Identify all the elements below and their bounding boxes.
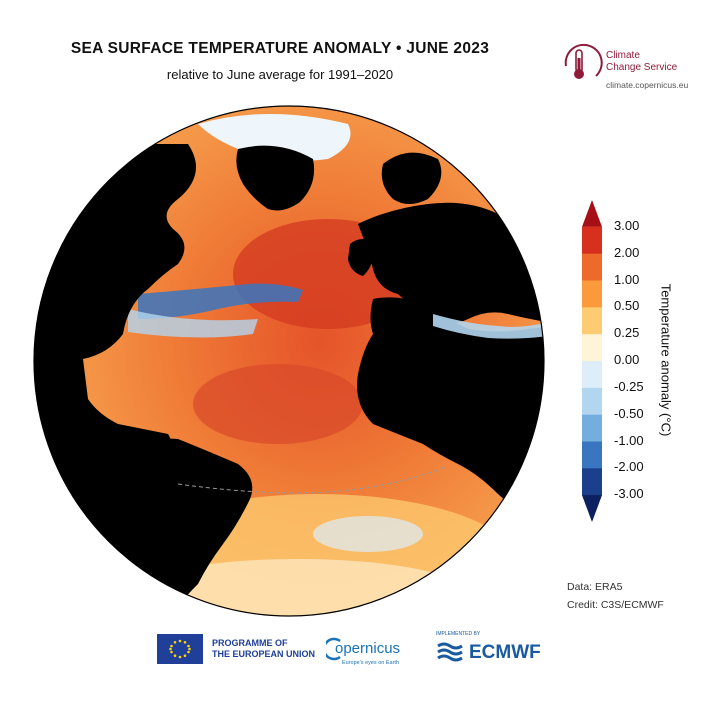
eu-programme-text: PROGRAMME OF THE EUROPEAN UNION — [212, 638, 315, 660]
credit-line: Credit: C3S/ECMWF — [567, 599, 664, 611]
legend-tick-label: 3.00 — [614, 217, 640, 233]
legend-tick-label: 2.00 — [614, 244, 640, 260]
c3s-name: Climate Change Service — [606, 50, 677, 74]
tropical-atlantic-warm-anomaly — [193, 364, 363, 444]
legend-swatch — [582, 200, 602, 227]
footer-logos: PROGRAMME OF THE EUROPEAN UNION opernicu… — [0, 628, 705, 678]
copernicus-c-icon — [326, 637, 341, 661]
mediterranean-sea — [433, 314, 544, 339]
legend-tick-label: -0.50 — [614, 405, 644, 421]
globe-outline — [33, 105, 545, 617]
legend-swatch — [582, 226, 602, 255]
legend-swatch — [582, 441, 602, 469]
legend-swatch — [582, 387, 602, 416]
eu-flag-icon[interactable] — [157, 634, 203, 664]
legend-tick-label: 0.25 — [614, 325, 640, 341]
c3s-line1: Climate — [606, 50, 640, 61]
map-subtitle: relative to June average for 1991–2020 — [166, 67, 394, 82]
sea-ice-edge-line — [177, 465, 449, 494]
ecmwf-logo[interactable]: ECMWF — [469, 642, 541, 663]
c3s-logo[interactable]: Climate Change Service climate.copernicu… — [556, 36, 696, 96]
legend-swatch — [582, 334, 602, 362]
legend-swatch — [582, 495, 602, 522]
map-title: SEA SURFACE TEMPERATURE ANOMALY • JUNE 2… — [70, 40, 490, 57]
eu-line1: PROGRAMME OF — [212, 638, 288, 648]
scandinavia-land — [381, 152, 442, 204]
eu-line2: THE EUROPEAN UNION — [212, 649, 316, 659]
c3s-thermometer-icon — [564, 43, 603, 79]
legend-colorbar — [582, 200, 602, 522]
legend-tick-label: -1.00 — [614, 432, 644, 448]
legend-swatch — [582, 253, 602, 281]
legend-swatch — [582, 468, 602, 496]
legend-swatch — [582, 307, 602, 335]
legend-tick-label: 0.00 — [614, 352, 640, 367]
arctic-sea-ice — [198, 114, 351, 161]
legend-tick-label: -3.00 — [614, 486, 644, 502]
legend-tick-label: -2.00 — [614, 459, 644, 475]
south-atlantic-cool-patch — [313, 516, 423, 552]
british-isles-land — [348, 239, 374, 276]
gulf-stream-cool-anomaly — [138, 283, 303, 319]
ecmwf-waves-icon — [437, 642, 463, 662]
legend-tick-label: 0.50 — [614, 298, 640, 314]
data-source: Data: ERA5 — [567, 581, 623, 593]
ecmwf-implemented-by: IMPLEMENTED BY — [436, 631, 481, 637]
legend-swatch — [582, 361, 602, 389]
color-legend: 3.00 2.00 1.00 0.50 0.25 0.00 -0.25 -0.50 -1.00 -… — [578, 182, 688, 542]
legend-swatch — [582, 280, 602, 308]
c3s-line2: Change Service — [606, 62, 678, 73]
legend-tick-label: 1.00 — [614, 271, 640, 287]
europe-land — [358, 202, 544, 324]
africa-land — [357, 297, 544, 514]
copernicus-tagline: Europe's eyes on Earth — [342, 660, 400, 666]
copernicus-logo[interactable]: opernicus — [335, 640, 401, 657]
western-atlantic-cool-anomaly — [128, 309, 258, 338]
legend-title: Temperature anomaly (°C) — [658, 283, 674, 437]
greenland-land — [236, 145, 315, 211]
legend-swatch — [582, 414, 602, 442]
eu-stars-icon — [169, 639, 191, 659]
globe-map — [33, 105, 545, 617]
legend-tick-label: -0.25 — [614, 378, 644, 394]
c3s-url[interactable]: climate.copernicus.eu — [606, 80, 689, 90]
